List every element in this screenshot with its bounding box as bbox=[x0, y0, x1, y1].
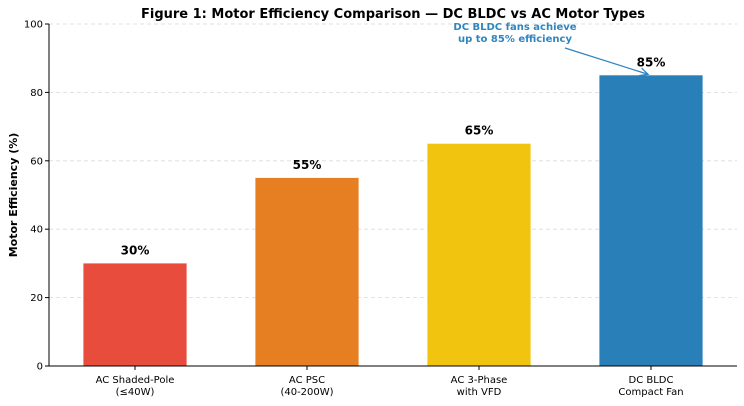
x-tick-label-0: AC Shaded-Pole (≤40W) bbox=[96, 375, 175, 398]
bars bbox=[83, 75, 703, 367]
y-tick-label-0: 0 bbox=[37, 362, 43, 373]
annotation-text: DC BLDC fans achieve up to 85% efficiency bbox=[453, 22, 576, 45]
annotation: DC BLDC fans achieve up to 85% efficiency bbox=[453, 22, 650, 77]
bar-2 bbox=[427, 143, 531, 366]
data-label-0: 30% bbox=[121, 243, 150, 257]
x-ticks: AC Shaded-Pole (≤40W) AC PSC (40-200W) AC 3-… bbox=[96, 366, 684, 398]
annotation-arrowhead bbox=[639, 67, 650, 77]
x-tick-label-3: DC BLDC Compact Fan bbox=[618, 375, 683, 398]
bar-3 bbox=[599, 75, 703, 367]
axes bbox=[48, 24, 737, 367]
data-label-3: 85% bbox=[637, 55, 666, 69]
x-tick-label-1: AC PSC (40-200W) bbox=[280, 375, 333, 398]
y-tick-label-1: 20 bbox=[30, 293, 43, 304]
data-labels: 30% 55% 65% 85% bbox=[121, 55, 666, 257]
x-tick-label-2: AC 3-Phase with VFD bbox=[451, 375, 508, 398]
data-label-2: 65% bbox=[465, 124, 494, 138]
y-tick-label-2: 40 bbox=[30, 225, 43, 236]
chart-title: Figure 1: Motor Efficiency Comparison — … bbox=[141, 7, 645, 22]
y-tick-label-5: 100 bbox=[24, 20, 43, 31]
data-label-1: 55% bbox=[293, 158, 322, 172]
y-axis-label: Motor Efficiency (%) bbox=[7, 133, 20, 258]
y-tick-label-3: 60 bbox=[30, 156, 43, 167]
y-ticks: 0 20 40 60 80 100 bbox=[24, 20, 49, 373]
bar-1 bbox=[255, 177, 359, 366]
y-tick-label-4: 80 bbox=[30, 88, 43, 99]
annotation-arrow bbox=[564, 47, 649, 75]
bar-0 bbox=[83, 263, 187, 366]
